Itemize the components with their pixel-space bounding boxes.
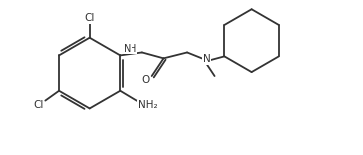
- Text: O: O: [142, 75, 150, 85]
- Text: NH₂: NH₂: [138, 100, 158, 111]
- Text: Cl: Cl: [33, 100, 44, 109]
- Text: Cl: Cl: [85, 13, 95, 23]
- Text: N: N: [203, 54, 211, 64]
- Text: H: H: [129, 44, 136, 54]
- Text: N: N: [124, 44, 132, 54]
